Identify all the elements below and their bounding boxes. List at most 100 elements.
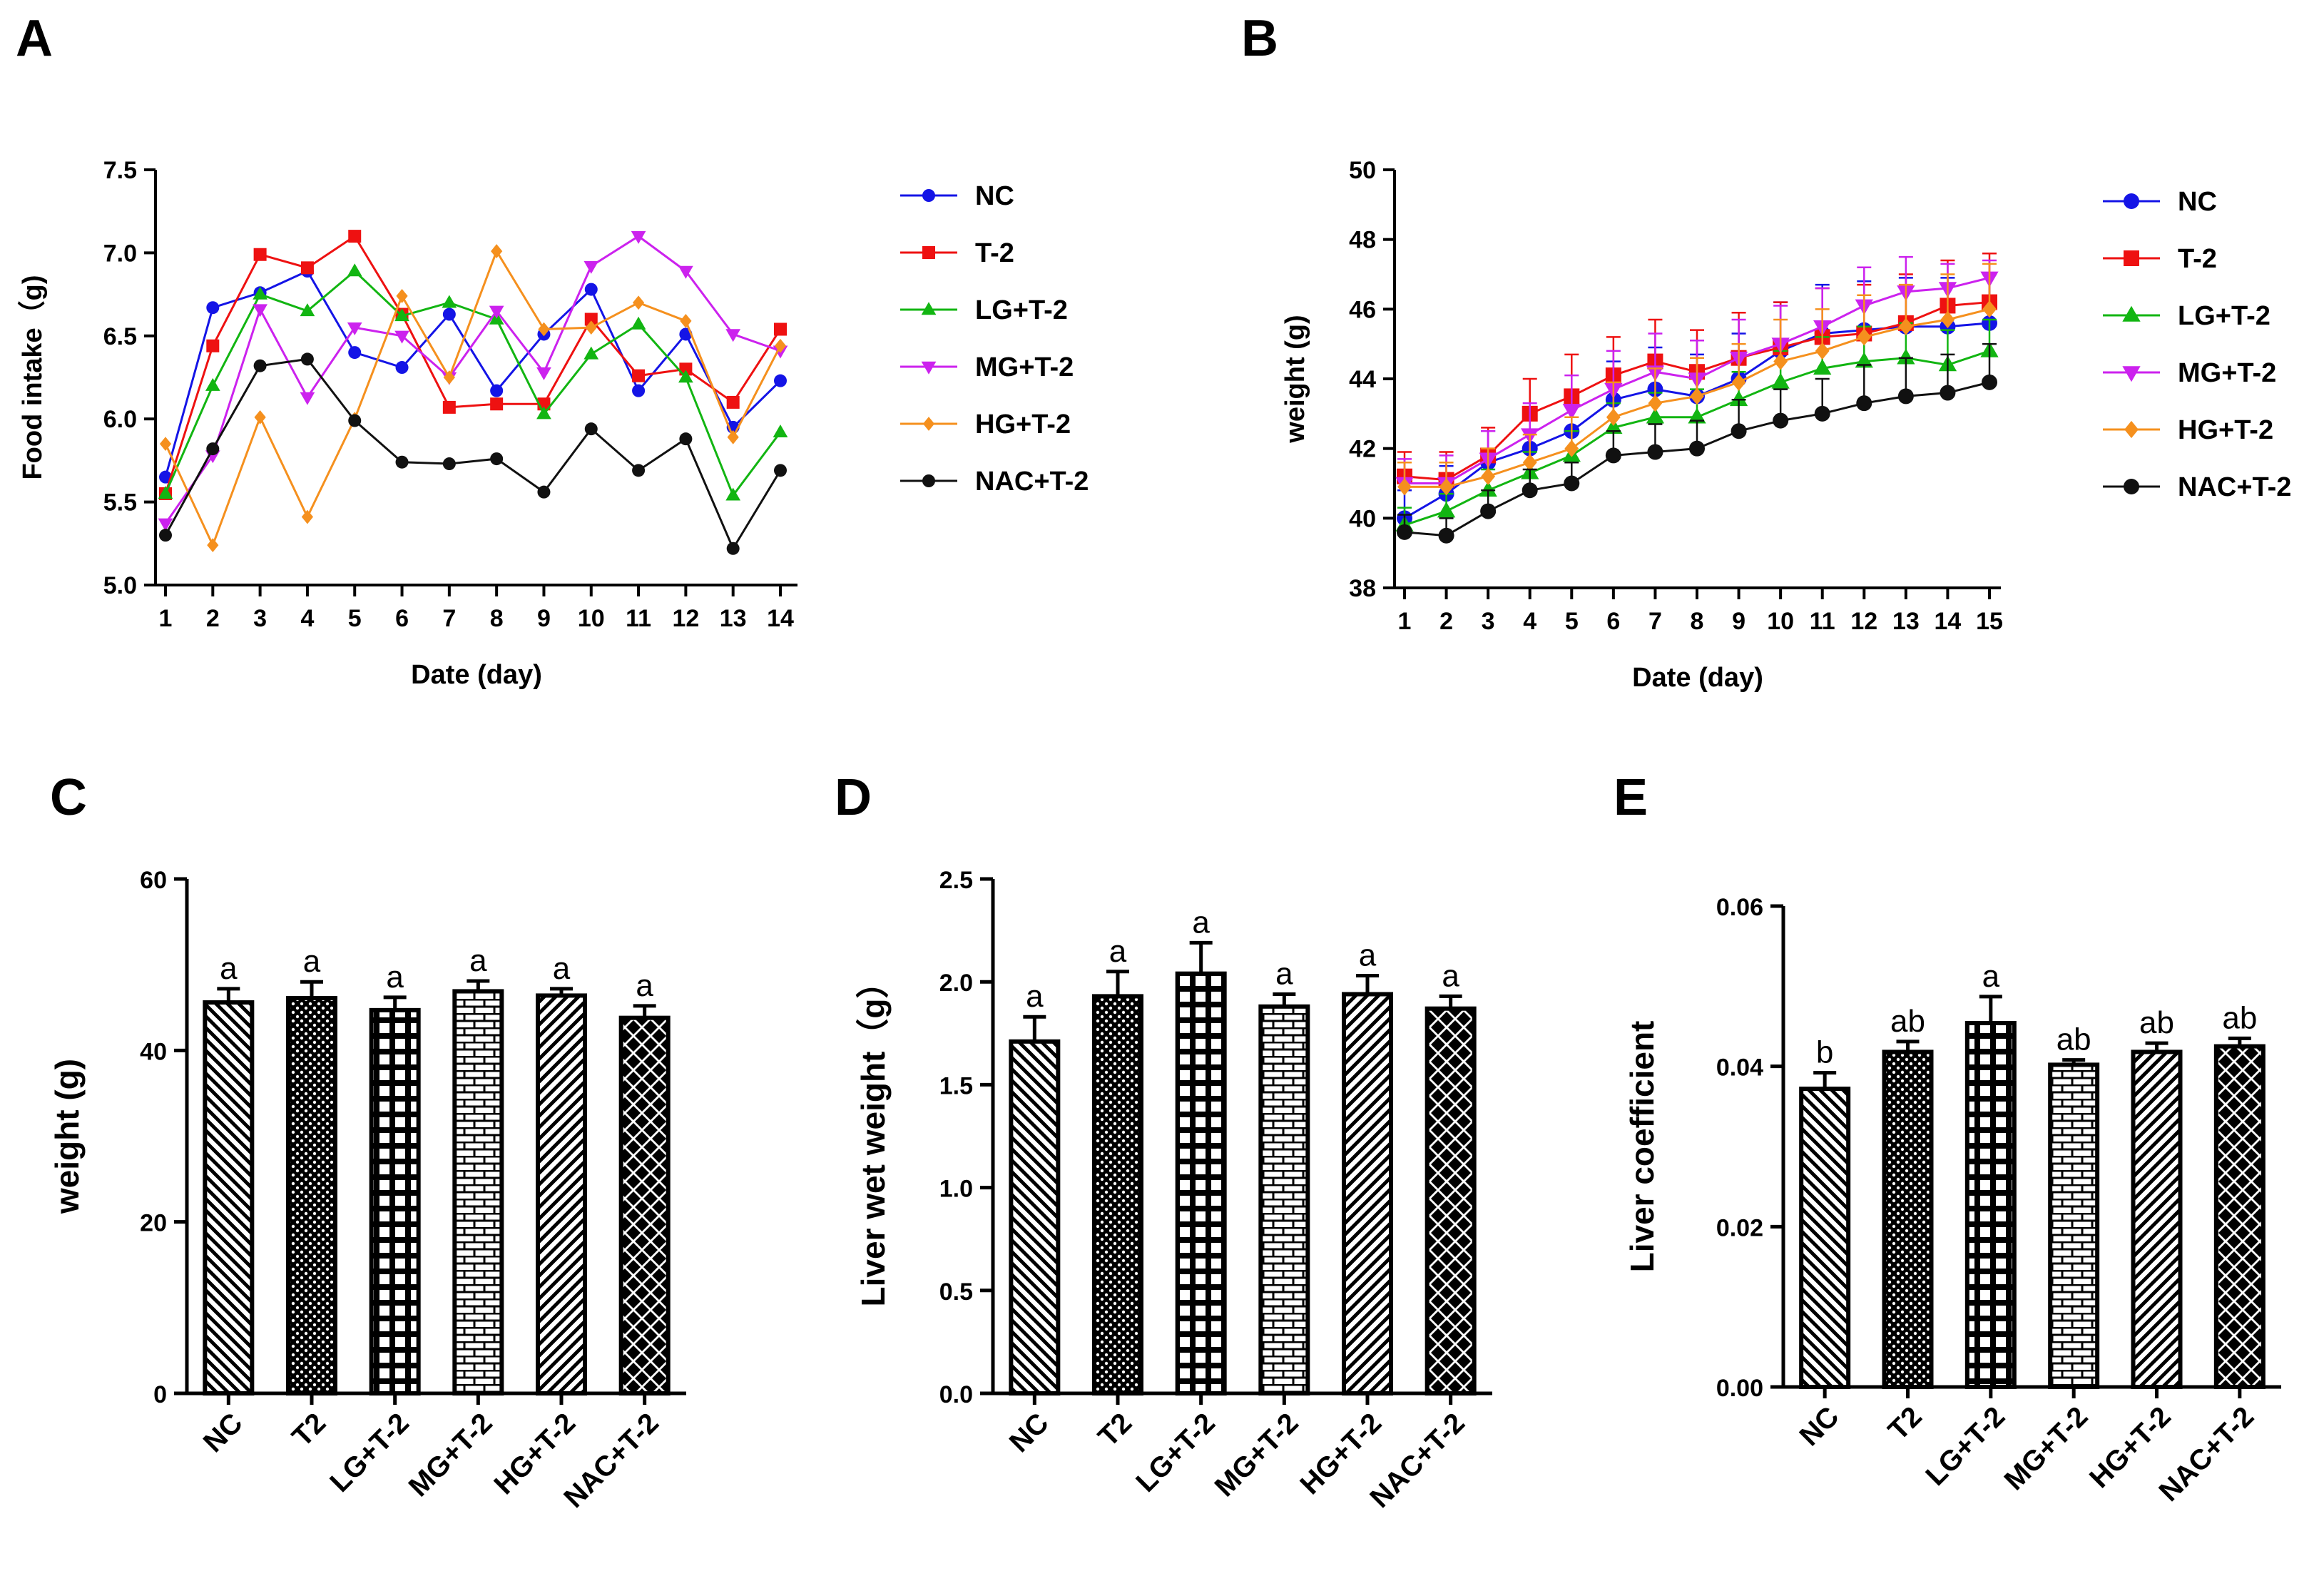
data-point <box>1480 503 1497 519</box>
category-label: T2 <box>1882 1400 1928 1446</box>
series-line <box>164 235 782 494</box>
data-point <box>1605 447 1621 464</box>
data-point <box>206 339 220 352</box>
legend-label: HG+T-2 <box>975 410 1071 439</box>
category-label: T2 <box>286 1407 332 1453</box>
data-point <box>678 265 693 279</box>
data-point <box>396 289 408 303</box>
x-tick-label: 5 <box>348 605 362 632</box>
data-point <box>394 330 409 344</box>
legend-label: T-2 <box>2178 244 2217 274</box>
data-point <box>300 303 315 317</box>
panel-label-c: C <box>50 769 87 826</box>
data-point <box>632 369 646 382</box>
y-tick-label: 0.00 <box>1716 1375 1763 1402</box>
data-point <box>1481 467 1496 485</box>
data-point <box>347 322 362 335</box>
y-tick-label: 0.06 <box>1716 894 1763 921</box>
data-point <box>774 374 787 387</box>
data-point <box>1773 352 1788 370</box>
category-label: LG+T-2 <box>324 1407 415 1498</box>
y-tick-label: 5.0 <box>103 572 137 599</box>
data-point <box>726 542 740 555</box>
x-tick-label: 1 <box>1398 608 1412 635</box>
y-tick-label: 20 <box>140 1210 167 1237</box>
x-tick-label: 2 <box>1439 608 1453 635</box>
y-tick-label: 50 <box>1349 157 1376 184</box>
y-tick-label: 42 <box>1349 436 1376 463</box>
x-tick-label: 9 <box>537 605 551 632</box>
category-label: MG+T-2 <box>1209 1407 1305 1503</box>
data-point <box>443 370 455 385</box>
legend-marker <box>921 361 937 375</box>
bar-t2 <box>1092 994 1143 1396</box>
data-point <box>583 346 599 360</box>
y-tick-label: 0.5 <box>939 1278 973 1306</box>
x-tick-label: 5 <box>1565 608 1579 635</box>
x-tick-label: 6 <box>1606 608 1620 635</box>
data-point <box>1731 373 1746 391</box>
series-hg-t-2 <box>159 244 787 553</box>
data-point <box>538 322 550 337</box>
significance-label: ab <box>2222 1000 2257 1035</box>
data-point <box>207 538 219 553</box>
legend-label: NC <box>975 181 1014 211</box>
data-point <box>159 529 172 542</box>
legend-marker <box>2122 305 2141 322</box>
data-point <box>1898 317 1913 335</box>
data-point <box>253 286 267 300</box>
y-tick-label: 1.5 <box>939 1072 973 1099</box>
bar-mg-t-2 <box>2048 1062 2100 1390</box>
data-point <box>1562 404 1581 420</box>
data-point <box>1689 440 1705 457</box>
y-tick-label: 7.5 <box>103 157 137 184</box>
data-point <box>300 352 314 366</box>
category-label: NC <box>1794 1400 1845 1452</box>
data-point <box>678 370 693 383</box>
data-point <box>1439 478 1454 496</box>
data-point <box>158 518 173 532</box>
data-point <box>205 377 220 391</box>
data-point <box>301 509 314 524</box>
x-tick-label: 8 <box>490 605 504 632</box>
x-tick-label: 4 <box>1523 608 1536 635</box>
data-point <box>1564 475 1580 492</box>
data-point <box>679 432 693 446</box>
data-point <box>1814 405 1830 422</box>
data-point <box>773 425 788 438</box>
data-point <box>1648 395 1663 412</box>
y-tick-label: 46 <box>1349 296 1376 323</box>
data-point <box>585 320 597 335</box>
data-point <box>1437 502 1456 518</box>
bar-nc <box>1009 1039 1061 1396</box>
data-point <box>158 486 173 499</box>
series-line <box>164 235 781 524</box>
data-point <box>442 295 457 308</box>
data-point <box>348 230 362 243</box>
panel-label-a: A <box>16 10 53 67</box>
x-tick-label: 1 <box>159 605 173 632</box>
data-point <box>536 367 551 380</box>
data-point <box>1729 390 1748 407</box>
y-tick-label: 0 <box>153 1381 167 1408</box>
legend-label: LG+T-2 <box>2178 301 2271 331</box>
category-label: MG+T-2 <box>1998 1400 2094 1496</box>
data-point <box>774 464 787 477</box>
legend-marker <box>2122 366 2141 382</box>
data-point <box>1522 454 1537 472</box>
x-tick-label: 13 <box>720 605 747 632</box>
data-point <box>1688 407 1706 424</box>
significance-label: a <box>1192 905 1210 940</box>
x-tick-label: 9 <box>1732 608 1745 635</box>
x-tick-label: 14 <box>767 605 794 632</box>
category-label: NC <box>1004 1407 1055 1458</box>
bar-mg-t-2 <box>452 989 504 1396</box>
significance-label: a <box>1359 938 1377 973</box>
data-point <box>725 487 741 501</box>
data-point <box>253 359 267 372</box>
x-tick-label: 4 <box>300 605 314 632</box>
data-point <box>491 244 503 258</box>
data-point <box>631 316 646 330</box>
y-axis-title: Liver wet weight（g） <box>855 966 892 1307</box>
x-tick-label: 8 <box>1691 608 1704 635</box>
